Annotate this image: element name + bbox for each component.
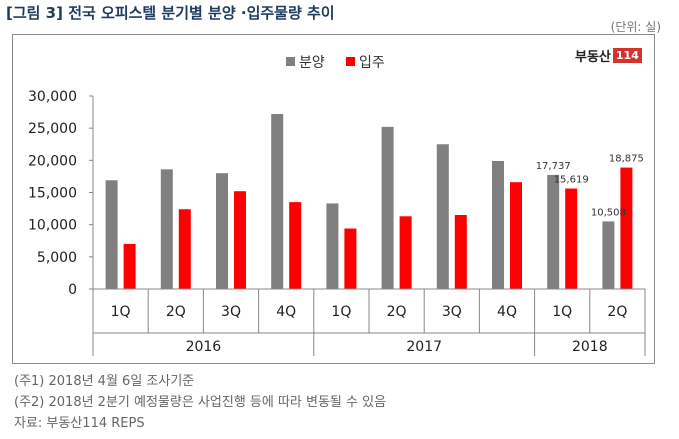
x-tick-label: 2Q: [387, 304, 407, 320]
x-tick-label: 1Q: [552, 304, 572, 320]
y-tick-label: 20,000: [28, 153, 77, 169]
data-labels: 17,737 15,619 10,508 18,875: [536, 154, 644, 219]
legend-swatch-1: [346, 57, 355, 66]
bar-분양-8: [547, 174, 560, 289]
bar-입주-2: [234, 191, 246, 289]
x-tick-label: 4Q: [497, 304, 517, 320]
y-tick-label: 15,000: [28, 186, 77, 202]
y-axis: 0 5,000 10,000 15,000 20,000 25,000 30,000: [28, 89, 94, 298]
chart-frame: [12, 34, 655, 364]
x-tick-label: 1Q: [111, 304, 131, 320]
footnote-2: (주2) 2018년 2분기 예정물량은 사업진행 등에 따라 변동될 수 있음: [14, 395, 387, 410]
x-tick-label: 2Q: [166, 304, 186, 320]
y-tick-label: 10,000: [28, 218, 77, 234]
x-tick-label: 2Q: [607, 304, 627, 320]
year-label-2016: 2016: [186, 339, 222, 355]
logo-text: 부동산: [575, 50, 611, 65]
bar-분양-3: [271, 114, 284, 289]
legend-label-1: 입주: [359, 55, 385, 71]
bars: [105, 114, 633, 289]
bar-입주-5: [399, 216, 412, 289]
bar-분양-7: [492, 160, 504, 289]
footnote-1: (주1) 2018년 4월 6일 조사기준: [14, 374, 195, 389]
bar-분양-4: [326, 203, 339, 289]
legend: 분양 입주: [286, 55, 385, 71]
x-tick-label: 1Q: [331, 304, 351, 320]
x-axis: 1Q 2Q 3Q 4Q 1Q 2Q 3Q 4Q 1Q 2Q 2016 2017 2018: [92, 288, 646, 356]
logo: 부동산 114: [575, 46, 642, 65]
chart-title: [그림 3] 전국 오피스텔 분기별 분양 ·입주물량 추이: [6, 4, 335, 22]
footnotes: (주1) 2018년 4월 6일 조사기준 (주2) 2018년 2분기 예정물…: [14, 371, 386, 434]
bar-분양-9: [602, 221, 615, 289]
bar-분양-0: [105, 180, 118, 289]
data-label: 17,737: [536, 161, 571, 172]
data-label: 10,508: [591, 207, 626, 218]
data-label: 15,619: [554, 175, 589, 186]
y-tick-label: 0: [68, 282, 77, 298]
bar-입주-3: [289, 202, 302, 289]
bar-분양-6: [436, 144, 449, 289]
bar-입주-6: [454, 215, 467, 289]
x-tick-label: 3Q: [221, 304, 241, 320]
logo-badge: 114: [612, 48, 642, 63]
legend-swatch-0: [286, 57, 295, 66]
bar-입주-8: [565, 188, 578, 289]
x-tick-label: 4Q: [276, 304, 296, 320]
bar-분양-5: [381, 126, 394, 289]
bar-입주-7: [510, 182, 522, 289]
y-tick-label: 5,000: [37, 250, 77, 266]
x-tick-label: 3Q: [442, 304, 462, 320]
unit-label: (단위: 실): [610, 20, 661, 34]
data-label: 18,875: [609, 154, 644, 165]
bar-입주-9: [620, 167, 633, 289]
y-tick-label: 30,000: [28, 89, 77, 105]
bar-분양-2: [216, 173, 228, 289]
bar-분양-1: [160, 169, 173, 289]
year-label-2017: 2017: [406, 339, 442, 355]
bar-입주-4: [344, 228, 357, 289]
legend-label-0: 분양: [299, 55, 325, 71]
footnote-source: 자료: 부동산114 REPS: [14, 416, 145, 431]
y-tick-label: 25,000: [28, 121, 77, 137]
bar-입주-0: [123, 243, 136, 289]
bar-입주-1: [178, 209, 191, 289]
year-label-2018: 2018: [572, 339, 608, 355]
